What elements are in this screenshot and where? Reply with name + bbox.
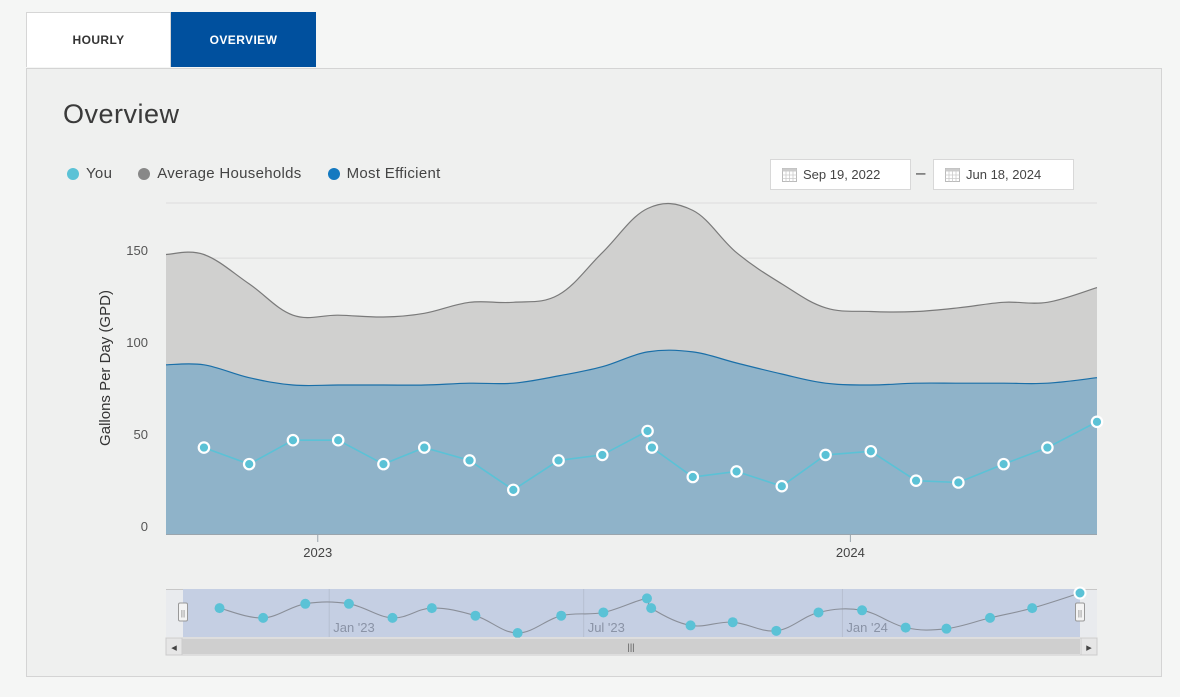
tab-bar: HOURLY OVERVIEW [26, 12, 316, 68]
navigator-point [343, 598, 354, 609]
y-tick-label: 150 [126, 243, 148, 258]
legend-average[interactable]: Average Households [138, 165, 301, 182]
you-data-point[interactable] [997, 457, 1010, 471]
navigator-right-handle[interactable] [1075, 602, 1085, 622]
y-tick-label: 50 [134, 427, 148, 442]
navigator-point [470, 610, 481, 621]
scrollbar-right-button[interactable] [1080, 637, 1098, 656]
legend-you-dot [67, 167, 79, 180]
navigator-label: Jan '23 [333, 620, 375, 635]
calendar-icon [945, 167, 960, 182]
navigator-point [727, 617, 738, 628]
navigator-point [641, 593, 652, 604]
you-data-point[interactable] [909, 474, 923, 487]
navigator-left-handle[interactable] [178, 602, 188, 622]
y-axis-label: Gallons Per Day (GPD) [97, 290, 114, 446]
date-range-separator: – [916, 163, 926, 182]
legend-you[interactable]: You [67, 165, 112, 182]
navigator-point [1073, 586, 1087, 600]
navigator-point [387, 612, 398, 623]
page-title: Overview [63, 99, 180, 129]
you-data-point[interactable] [775, 479, 789, 493]
navigator-point [771, 625, 782, 636]
you-data-point[interactable] [197, 441, 211, 454]
start-date-picker[interactable]: Sep 19, 2022 [770, 159, 911, 190]
you-data-point[interactable] [463, 454, 476, 467]
navigator-point [941, 623, 952, 634]
legend-efficient[interactable]: Most Efficient [327, 165, 441, 182]
tab-overview[interactable]: OVERVIEW [171, 12, 316, 67]
you-data-point[interactable] [686, 470, 700, 484]
navigator-point [1027, 603, 1038, 614]
navigator-point [258, 612, 269, 623]
you-data-point[interactable] [819, 448, 832, 462]
you-data-point[interactable] [242, 457, 256, 471]
chart-axes: 2023 2024 [166, 534, 1097, 560]
navigator-label: Jul '23 [588, 620, 625, 635]
navigator-point [300, 598, 311, 609]
legend-efficient-dot [327, 167, 340, 180]
navigator-point [214, 603, 225, 614]
you-data-point[interactable] [1041, 441, 1054, 454]
navigator-point [426, 603, 437, 614]
x-tick-label: 2023 [303, 545, 332, 560]
you-data-point[interactable] [507, 483, 520, 497]
end-date-picker[interactable]: Jun 18, 2024 [933, 159, 1074, 190]
you-data-point[interactable] [645, 441, 659, 454]
you-data-point[interactable] [417, 441, 431, 454]
average-households-line [165, 203, 1098, 319]
legend-average-dot [138, 167, 151, 180]
navigator-point [512, 628, 523, 638]
scrollbar-thumb[interactable] [182, 639, 1080, 654]
navigator-point [685, 620, 696, 631]
calendar-icon [782, 167, 797, 182]
navigator-point [900, 622, 911, 633]
navigator-point [556, 610, 567, 621]
tab-hourly[interactable]: HOURLY [26, 12, 171, 67]
you-data-point[interactable] [331, 433, 345, 447]
handle-grip: || [181, 609, 185, 618]
y-tick-label: 100 [126, 335, 148, 350]
arrow-right-icon: ▸ [1086, 641, 1092, 654]
navigator-point [985, 612, 996, 623]
you-data-point[interactable] [286, 433, 300, 447]
legend-average-label: Average Households [157, 165, 302, 182]
scrollbar-grip-icon: ||| [627, 642, 634, 652]
start-date-value: Sep 19, 2022 [803, 167, 881, 182]
legend-you-label: You [86, 165, 113, 182]
you-data-point[interactable] [952, 476, 965, 489]
arrow-left-icon: ◂ [171, 641, 177, 654]
chart-legend: You Average Households Most Efficient [67, 165, 467, 182]
you-series [197, 415, 1104, 497]
x-tick-label: 2024 [836, 545, 865, 560]
legend-efficient-label: Most Efficient [346, 165, 441, 182]
navigator-selection[interactable] [183, 589, 1080, 637]
navigator[interactable]: Jan '23 Jul '23 Jan '24 || || ◂ ▸ ||| [165, 586, 1098, 656]
navigator-point [813, 607, 824, 618]
y-tick-label: 0 [141, 519, 148, 534]
you-data-point[interactable] [552, 454, 565, 467]
navigator-label: Jan '24 [846, 620, 888, 635]
you-data-point[interactable] [641, 424, 654, 438]
navigator-point [646, 603, 657, 614]
scrollbar-left-button[interactable] [165, 637, 183, 656]
most-efficient-area [166, 350, 1097, 534]
you-data-point[interactable] [596, 448, 609, 462]
navigator-point [598, 607, 609, 618]
handle-grip: || [1078, 609, 1082, 618]
you-line [203, 421, 1098, 491]
you-data-point[interactable] [377, 457, 390, 471]
navigator-point [857, 605, 868, 616]
you-data-point[interactable] [864, 444, 878, 458]
end-date-value: Jun 18, 2024 [966, 167, 1042, 182]
you-data-point[interactable] [730, 465, 743, 478]
you-data-point[interactable] [1090, 415, 1104, 429]
most-efficient-line [165, 349, 1098, 387]
